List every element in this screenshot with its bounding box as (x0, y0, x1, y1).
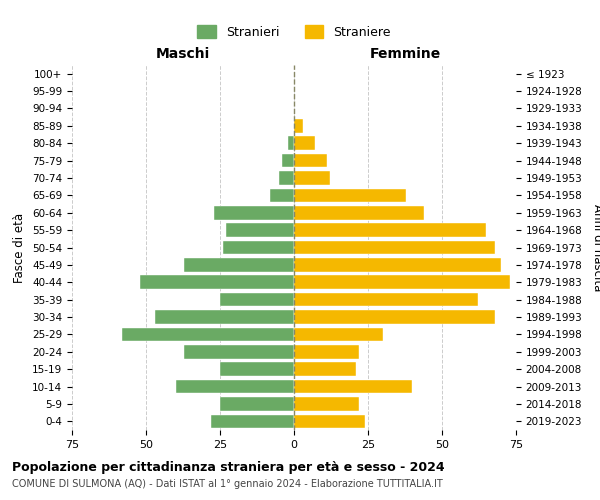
Bar (220, 293, 294, 306)
Bar (214, 206, 294, 220)
Bar (122, 328, 294, 341)
Bar (184, 345, 294, 358)
Bar (294, 224, 487, 237)
Bar (294, 136, 315, 150)
Bar (223, 240, 294, 254)
Bar (211, 414, 294, 428)
Legend: Stranieri, Straniere: Stranieri, Straniere (192, 20, 396, 44)
Bar (294, 154, 326, 168)
Bar (155, 310, 294, 324)
Bar (279, 171, 294, 185)
Bar (294, 276, 510, 289)
Bar (294, 328, 383, 341)
Text: Maschi: Maschi (156, 48, 210, 62)
Bar (294, 258, 501, 272)
Bar (294, 397, 359, 410)
Bar (271, 188, 294, 202)
Bar (294, 380, 412, 394)
Bar (220, 397, 294, 410)
Bar (140, 276, 294, 289)
Bar (294, 362, 356, 376)
Y-axis label: Fasce di età: Fasce di età (13, 212, 26, 282)
Bar (294, 171, 329, 185)
Bar (294, 188, 406, 202)
Bar (176, 380, 294, 394)
Text: Popolazione per cittadinanza straniera per età e sesso - 2024: Popolazione per cittadinanza straniera p… (12, 462, 445, 474)
Bar (294, 119, 303, 132)
Bar (294, 293, 478, 306)
Bar (294, 345, 359, 358)
Bar (288, 136, 294, 150)
Bar (294, 206, 424, 220)
Bar (294, 310, 495, 324)
Bar (294, 240, 495, 254)
Bar (294, 414, 365, 428)
Bar (282, 154, 294, 168)
Text: Femmine: Femmine (370, 48, 440, 62)
Text: COMUNE DI SULMONA (AQ) - Dati ISTAT al 1° gennaio 2024 - Elaborazione TUTTITALIA: COMUNE DI SULMONA (AQ) - Dati ISTAT al 1… (12, 479, 443, 489)
Bar (184, 258, 294, 272)
Bar (220, 362, 294, 376)
Y-axis label: Anni di nascita: Anni di nascita (591, 204, 600, 291)
Bar (226, 224, 294, 237)
